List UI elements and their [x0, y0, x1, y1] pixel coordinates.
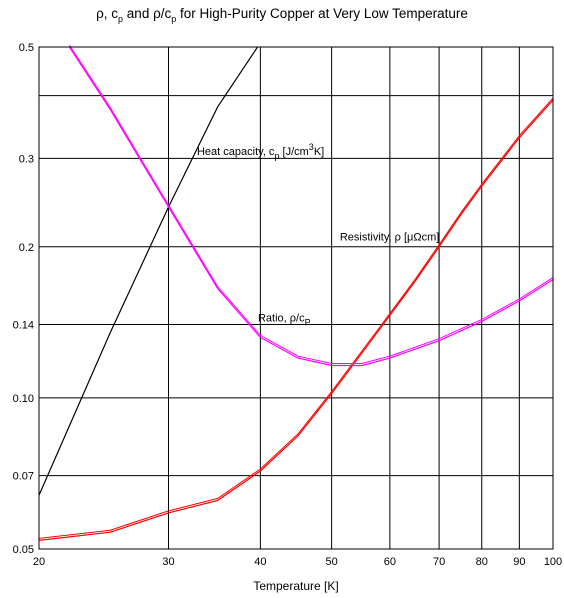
x-tick-label: 40	[254, 556, 266, 568]
y-tick-label: 0.14	[13, 320, 34, 332]
x-tick-label: 50	[326, 556, 338, 568]
ratio-label: Ratio, ρ/cP	[258, 312, 311, 327]
x-tick-label: 70	[433, 556, 445, 568]
x-tick-label: 100	[544, 556, 562, 568]
resistivity-series	[39, 97, 553, 541]
x-tick-label: 30	[162, 556, 174, 568]
heat-capacity-label: Heat capacity, cp [J/cm3K]	[197, 142, 324, 161]
y-axis-ticks: 0.05 0.07 0.10 0.14 0.2 0.3 0.5	[13, 42, 34, 556]
grid	[38, 46, 554, 550]
chart-title: ρ, cp and ρ/cp for High-Purity Copper at…	[96, 6, 468, 24]
heat_capacity-series	[39, 47, 259, 496]
plot-series	[39, 45, 553, 541]
x-axis-ticks: 20 30 40 50 60 70 80 90 100	[33, 556, 562, 568]
ratio-line	[68, 47, 553, 367]
heat_capacity-line	[39, 47, 259, 496]
x-tick-label: 90	[513, 556, 525, 568]
resistivity-line-upper	[39, 97, 553, 539]
ratio-line-upper	[68, 45, 553, 364]
y-tick-label: 0.10	[13, 393, 34, 405]
x-tick-label: 20	[33, 556, 45, 568]
plot-frame	[38, 46, 554, 550]
y-tick-label: 0.05	[13, 544, 34, 556]
ratio-series	[68, 45, 553, 367]
y-tick-label: 0.3	[19, 153, 34, 165]
y-tick-label: 0.2	[19, 242, 34, 254]
resistivity-line	[39, 99, 553, 541]
resistivity-label: Resistivity, ρ [μΩcm]	[340, 231, 439, 243]
x-tick-label: 60	[384, 556, 396, 568]
y-tick-label: 0.5	[19, 42, 34, 54]
x-axis-label: Temperature [K]	[253, 579, 338, 593]
x-tick-label: 80	[476, 556, 488, 568]
y-tick-label: 0.07	[13, 471, 34, 483]
